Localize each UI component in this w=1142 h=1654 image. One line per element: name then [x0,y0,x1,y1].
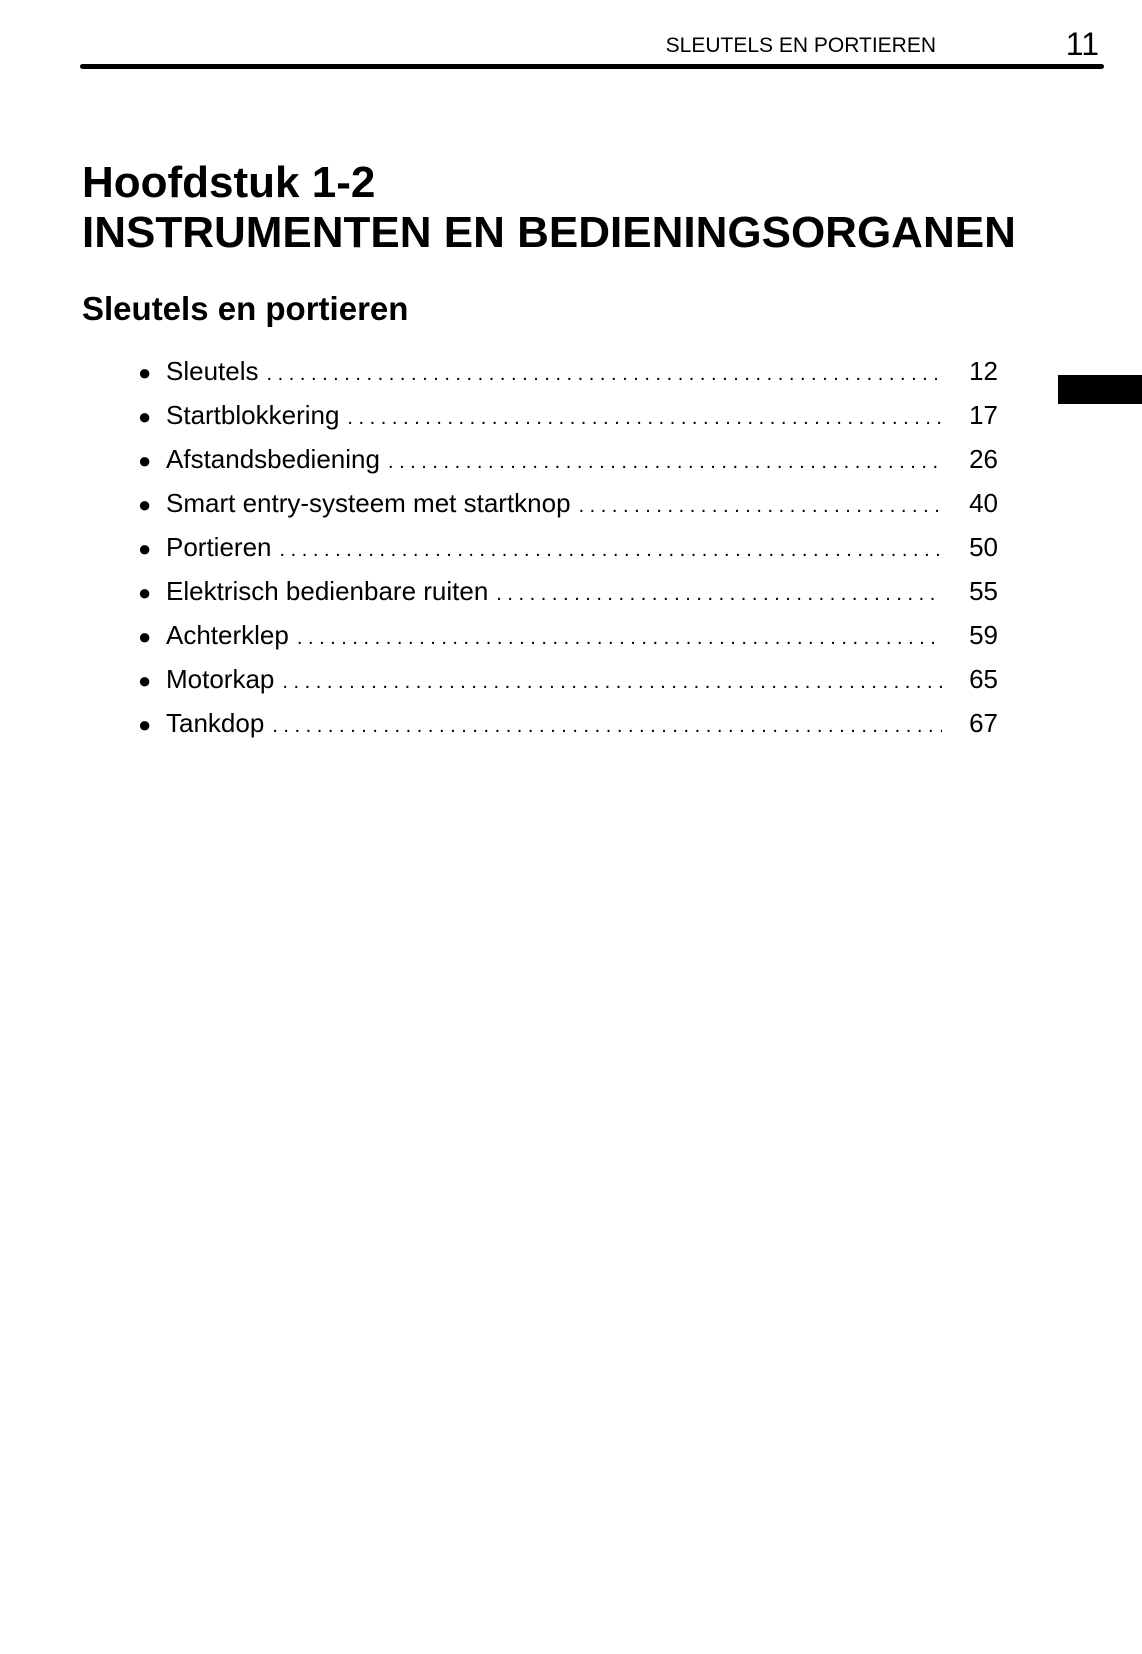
toc-entry[interactable]: ● Achterklep 59 [138,620,998,664]
toc-entry[interactable]: ● Startblokkering 17 [138,400,998,444]
leader-dots [297,627,942,650]
bullet-icon: ● [138,668,152,693]
bullet-icon: ● [138,580,152,605]
leader-dots [272,715,942,738]
leader-dots [579,495,942,518]
toc-label: Smart entry-systeem met startknop [166,488,571,518]
toc-label: Achterklep [166,620,289,650]
header-rule [80,64,1104,69]
bullet-icon: ● [138,712,152,737]
toc-page: 65 [969,664,998,694]
leader-dots [280,539,943,562]
toc-label: Elektrisch bedienbare ruiten [166,576,489,606]
toc-label: Startblokkering [166,400,340,430]
toc-entry[interactable]: ● Elektrisch bedienbare ruiten 55 [138,576,998,620]
toc-page: 17 [969,400,998,430]
toc-page: 26 [969,444,998,474]
leader-dots [282,671,942,694]
chapter-title: INSTRUMENTEN EN BEDIENINGSORGANEN [82,208,1016,257]
toc-label: Motorkap [166,664,275,694]
running-header: SLEUTELS EN PORTIEREN [665,34,936,57]
chapter-number: Hoofdstuk 1-2 [82,158,376,207]
leader-dots [388,451,942,474]
table-of-contents: ● Sleutels 12 ● Startblokkering 17 ● Afstands… [138,356,998,752]
page-number: 11 [1065,26,1099,62]
toc-page: 55 [969,576,998,606]
leader-dots [496,583,942,606]
toc-entry[interactable]: ● Portieren 50 [138,532,998,576]
leader-dots [267,363,943,386]
bullet-icon: ● [138,404,152,429]
chapter-thumb-tab [1058,375,1142,404]
toc-entry[interactable]: ● Afstandsbediening 26 [138,444,998,488]
bullet-icon: ● [138,536,152,561]
toc-page: 59 [969,620,998,650]
toc-page: 67 [969,708,998,738]
toc-page: 50 [969,532,998,562]
bullet-icon: ● [138,492,152,517]
toc-label: Afstandsbediening [166,444,380,474]
toc-label: Tankdop [166,708,265,738]
toc-label: Sleutels [166,356,259,386]
bullet-icon: ● [138,448,152,473]
toc-entry[interactable]: ● Motorkap 65 [138,664,998,708]
bullet-icon: ● [138,360,152,385]
toc-page: 40 [969,488,998,518]
toc-entry[interactable]: ● Smart entry-systeem met startknop 40 [138,488,998,532]
leader-dots [347,407,942,430]
bullet-icon: ● [138,624,152,649]
toc-label: Portieren [166,532,272,562]
toc-entry[interactable]: ● Sleutels 12 [138,356,998,400]
toc-entry[interactable]: ● Tankdop 67 [138,708,998,752]
toc-page: 12 [969,356,998,386]
section-title: Sleutels en portieren [82,290,409,327]
